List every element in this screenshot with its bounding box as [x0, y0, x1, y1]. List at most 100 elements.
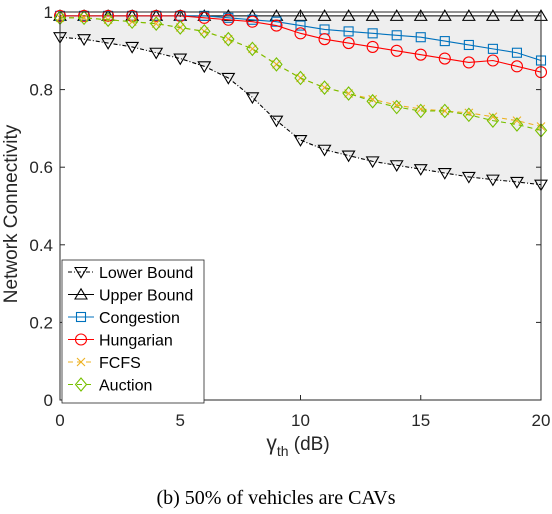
data-point: [389, 9, 404, 21]
data-point: [197, 61, 212, 74]
data-point: [509, 9, 524, 21]
data-point: [293, 9, 308, 21]
data-point: [77, 10, 91, 26]
legend-label: Congestion: [99, 310, 180, 327]
y-tick-label: 0.6: [29, 158, 53, 177]
legend-label: FCFS: [99, 355, 141, 372]
x-tick-label: 0: [55, 411, 64, 430]
data-point: [293, 134, 308, 147]
x-tick-label: 20: [532, 411, 551, 430]
data-point: [413, 164, 428, 176]
data-point: [512, 116, 522, 126]
data-point: [318, 80, 331, 96]
data-point: [437, 9, 452, 21]
data-point: [78, 9, 91, 22]
legend-entry: Auction: [68, 377, 152, 395]
data-point: [439, 36, 450, 47]
data-point: [413, 9, 428, 21]
data-point: [198, 24, 211, 39]
y-tick-label: 0.4: [29, 236, 53, 255]
data-point: [390, 44, 403, 57]
data-point: [389, 160, 404, 173]
y-tick-label: 0: [44, 391, 53, 410]
data-point: [438, 52, 451, 65]
data-point: [342, 36, 355, 50]
series-line: [60, 15, 542, 73]
x-tick-label: 15: [411, 411, 430, 430]
legend-marker: [74, 266, 88, 279]
legend-label: Upper Bound: [99, 288, 193, 305]
data-point: [488, 112, 498, 122]
x-axis-label-symbol: γ: [266, 432, 277, 455]
series-line: [59, 36, 542, 186]
data-point: [221, 72, 236, 85]
data-point: [510, 117, 524, 132]
data-point: [343, 26, 354, 37]
data-point: [510, 60, 524, 73]
series-auction: [53, 10, 548, 138]
data-point: [365, 9, 380, 21]
data-point: [462, 56, 475, 69]
data-point: [101, 37, 116, 50]
data-point: [149, 47, 164, 60]
x-tick-label: 5: [176, 411, 185, 430]
data-point: [366, 93, 379, 109]
legend-entry: FCFS: [68, 355, 141, 372]
data-point: [511, 47, 523, 58]
legend-entry: Lower Bound: [68, 265, 193, 282]
legend: Lower Bound Upper Bound Congestion Hungaria…: [61, 259, 205, 404]
data-point: [414, 48, 427, 61]
data-point: [461, 9, 476, 21]
data-point: [461, 171, 476, 184]
data-point: [317, 144, 332, 157]
data-point: [125, 41, 140, 54]
data-point: [270, 57, 283, 72]
legend-marker: [74, 333, 88, 346]
data-point: [101, 12, 115, 28]
data-point: [486, 113, 500, 128]
data-point: [367, 28, 378, 39]
data-point: [341, 150, 356, 163]
legend-label: Hungarian: [99, 333, 173, 350]
bound-shade: [60, 15, 541, 185]
data-point: [295, 20, 306, 31]
data-point: [174, 20, 187, 35]
x-tick-label: 10: [291, 411, 310, 430]
data-point: [487, 43, 498, 54]
y-axis-label: Network Connectivity: [1, 124, 22, 303]
data-point: [149, 16, 163, 31]
data-point: [173, 53, 188, 66]
data-point: [368, 94, 378, 104]
data-point: [317, 9, 332, 21]
shaded-region: [60, 15, 541, 185]
data-point: [416, 104, 426, 114]
data-point: [437, 167, 452, 180]
data-point: [462, 107, 476, 123]
data-point: [246, 41, 259, 57]
data-point: [509, 176, 524, 189]
data-point: [438, 103, 452, 119]
data-point: [245, 92, 260, 105]
data-point: [222, 13, 235, 26]
data-point: [391, 30, 402, 41]
legend-entry: Congestion: [68, 310, 180, 327]
data-point: [77, 34, 92, 46]
data-point: [125, 14, 139, 30]
data-point: [341, 9, 356, 21]
data-point: [485, 174, 500, 187]
data-point: [463, 39, 474, 51]
data-point: [294, 70, 307, 86]
data-point: [223, 12, 234, 23]
data-point: [342, 86, 355, 101]
data-point: [150, 9, 163, 22]
data-point: [485, 9, 500, 21]
data-point: [486, 54, 499, 67]
series-hungarian: [53, 9, 548, 79]
legend-marker: [75, 311, 87, 323]
legend-label: Lower Bound: [99, 265, 193, 282]
data-point: [366, 40, 379, 53]
data-point: [270, 19, 283, 32]
legend-marker: [74, 377, 88, 392]
data-point: [392, 100, 402, 110]
data-point: [390, 99, 403, 115]
